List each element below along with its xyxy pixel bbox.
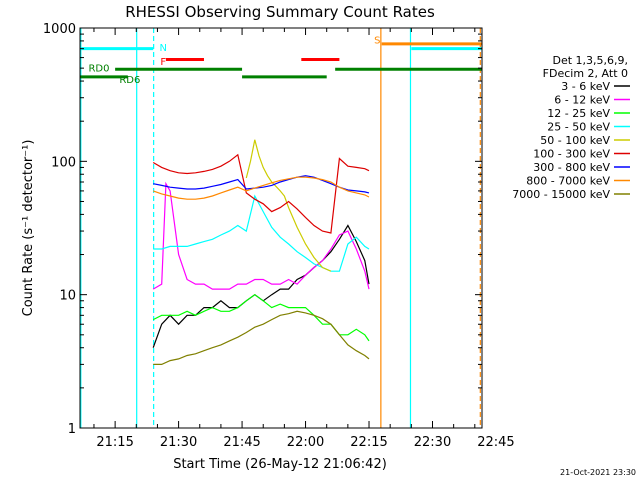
vertical-markers — [80, 28, 481, 428]
series-lines — [152, 139, 370, 365]
chart-title: RHESSI Observing Summary Count Rates — [125, 3, 435, 21]
y-tick-label: 1000 — [43, 22, 76, 37]
state-bar-label: RD6 — [119, 75, 140, 86]
legend-entry: 800 - 7000 keV — [526, 175, 610, 188]
x-tick-label: 22:00 — [287, 435, 324, 450]
x-axis-ticks: 21:15 21:30 21:45 22:00 22:15 22:30 22:45 — [93, 28, 515, 450]
series-line — [152, 153, 370, 234]
state-bar-label: F — [160, 57, 166, 68]
y-axis-label: Count Rate (s⁻¹ detector⁻¹) — [21, 140, 36, 317]
series-line — [153, 176, 370, 200]
legend-header: FDecim 2, Att 0 — [543, 67, 628, 80]
state-bar-label: RD0 — [88, 64, 109, 75]
x-tick-label: 22:15 — [350, 435, 387, 450]
legend-entry: 50 - 100 keV — [540, 134, 610, 147]
state-bars — [80, 42, 482, 79]
legend-entry: 100 - 300 keV — [533, 148, 610, 161]
y-axis-ticks: 1 10 100 1000 — [43, 22, 482, 437]
x-tick-label: 21:15 — [96, 435, 133, 450]
series-line — [153, 310, 370, 365]
plot-frame — [79, 27, 483, 429]
footer-timestamp: 21-Oct-2021 23:30 — [560, 468, 636, 477]
legend-entry: 6 - 12 keV — [554, 94, 610, 107]
legend: Det 1,3,5,6,9,FDecim 2, Att 03 - 6 keV6 … — [512, 54, 630, 201]
x-axis-label: Start Time (26-May-12 21:06:42) — [173, 457, 387, 472]
y-tick-label: 10 — [59, 289, 76, 304]
x-tick-label: 21:30 — [160, 435, 197, 450]
y-tick-label: 100 — [51, 155, 76, 170]
x-tick-label: 22:30 — [414, 435, 451, 450]
legend-entry: 3 - 6 keV — [561, 80, 610, 93]
series-line — [152, 181, 370, 290]
legend-entry: 25 - 50 keV — [547, 121, 610, 134]
x-tick-label: 22:45 — [477, 435, 514, 450]
legend-header: Det 1,3,5,6,9, — [552, 54, 628, 67]
legend-entry: 12 - 25 keV — [547, 107, 610, 120]
legend-entry: 300 - 800 keV — [533, 161, 610, 174]
legend-entry: 7000 - 15000 keV — [512, 188, 610, 201]
state-bar-label: N — [160, 43, 167, 54]
series-line — [153, 194, 370, 272]
state-bar-label: S — [374, 35, 380, 46]
y-tick-label: 1 — [68, 422, 76, 437]
x-tick-label: 21:45 — [223, 435, 260, 450]
state-labels: NF S RD0 RD6 — [88, 35, 380, 85]
series-line — [245, 139, 332, 272]
